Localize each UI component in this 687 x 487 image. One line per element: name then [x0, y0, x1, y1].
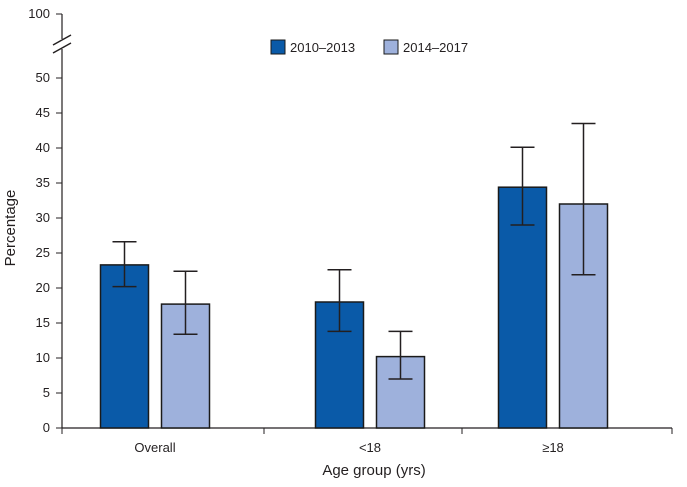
axis-break-mark [52, 34, 72, 46]
y-axis: 100 0 5 10 15 20 25 30 35 40 45 50 [28, 6, 72, 435]
legend-label-2014-2017: 2014–2017 [403, 40, 468, 55]
y-tick-label-35: 35 [36, 175, 50, 190]
y-tick-label-15: 15 [36, 315, 50, 330]
y-axis-title: Percentage [2, 190, 19, 267]
y-tick-label-5: 5 [43, 385, 50, 400]
axis-break-mark [52, 42, 72, 54]
y-tick-label-10: 10 [36, 350, 50, 365]
bar-series-0-0 [99, 264, 150, 429]
bar-series-0-2 [497, 186, 548, 429]
y-tick-label-0: 0 [43, 420, 50, 435]
x-axis-title: Age group (yrs) [322, 462, 425, 479]
y-tick-label-40: 40 [36, 140, 50, 155]
x-axis: Overall <18 ≥18 [61, 427, 673, 455]
legend-label-2010-2013: 2010–2013 [290, 40, 355, 55]
y-tick-label-50: 50 [36, 70, 50, 85]
legend-swatch-2010-2013 [270, 39, 286, 55]
bars-group [99, 186, 609, 429]
x-tick-label-2: ≥18 [542, 440, 564, 455]
y-tick-label-30: 30 [36, 210, 50, 225]
x-tick-label-1: <18 [359, 440, 381, 455]
legend-swatch-2014-2017 [383, 39, 399, 55]
y-tick-label-100: 100 [28, 6, 50, 21]
x-tick-label-0: Overall [134, 440, 175, 455]
legend: 2010–2013 2014–2017 [270, 39, 468, 55]
y-tick-label-45: 45 [36, 105, 50, 120]
y-tick-label-25: 25 [36, 245, 50, 260]
y-tick-label-20: 20 [36, 280, 50, 295]
error-bars-group [112, 122, 596, 380]
